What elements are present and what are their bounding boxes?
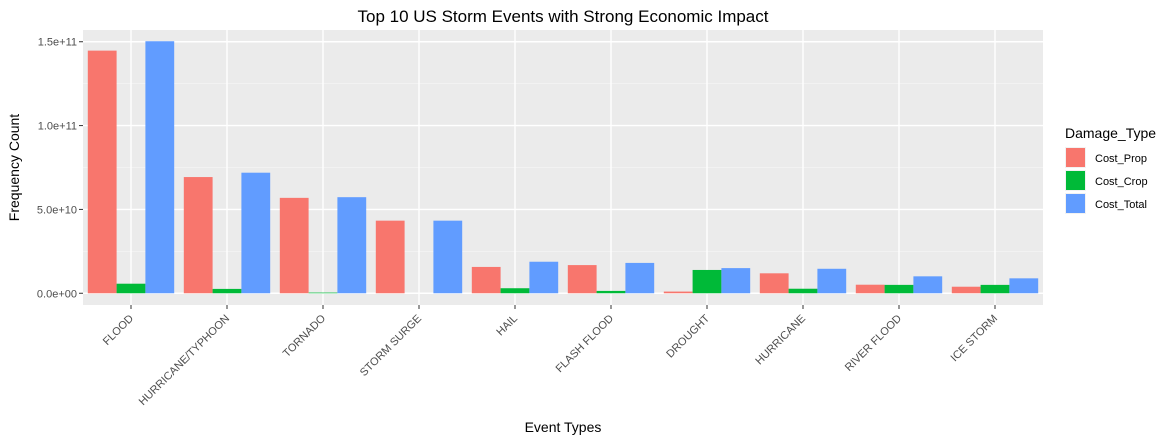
y-tick-label: 1.0e+11 <box>38 121 77 133</box>
x-tick-label: HURRICANE/TYPHOON <box>137 313 232 408</box>
bar-cost-prop <box>87 50 117 294</box>
x-tick-label: TORNADO <box>281 312 329 360</box>
bar-cost-total <box>721 268 751 294</box>
x-tick-label: FLOOD <box>101 313 136 348</box>
x-axis: FLOOD HURRICANE/TYPHOON TORNADO STORM SURGE… <box>101 305 1000 408</box>
legend-title: Damage_Type <box>1065 125 1156 141</box>
bar-cost-total <box>625 262 655 294</box>
bar-cost-total <box>241 172 271 294</box>
legend-label: Cost_Prop <box>1095 153 1147 165</box>
x-tick-label: HAIL <box>494 313 520 339</box>
bar-cost-prop <box>855 284 885 294</box>
chart-title: Top 10 US Storm Events with Strong Econo… <box>357 7 768 26</box>
bar-cost-crop <box>692 269 722 294</box>
y-tick-label: 0.0e+00 <box>37 288 77 300</box>
x-tick-label: HURRICANE <box>753 313 808 368</box>
bar-cost-total <box>337 197 367 294</box>
x-tick-label: FLASH FLOOD <box>554 313 617 376</box>
bar-cost-prop <box>183 177 213 294</box>
legend-swatch <box>1066 148 1085 167</box>
bar-cost-crop <box>980 284 1010 294</box>
bars <box>87 41 1039 294</box>
x-tick-label: ICE STORM <box>949 313 1001 365</box>
bar-cost-prop <box>951 286 981 294</box>
bar-cost-crop <box>308 292 338 294</box>
x-axis-title: Event Types <box>525 419 602 435</box>
bar-cost-crop <box>500 288 530 294</box>
bar-cost-prop <box>567 265 597 294</box>
bar-cost-total <box>817 268 847 294</box>
y-axis: 0.0e+00 5.0e+10 1.0e+11 1.5e+11 <box>37 37 83 300</box>
bar-cost-prop <box>663 291 693 294</box>
bar-cost-crop <box>116 283 146 294</box>
x-tick-label: RIVER FLOOD <box>843 313 904 374</box>
bar-cost-crop <box>788 288 818 294</box>
y-tick-label: 1.5e+11 <box>38 37 77 49</box>
bar-cost-prop <box>759 273 789 294</box>
legend: Damage_Type Cost_Prop Cost_Crop Cost_Total <box>1065 125 1156 214</box>
bar-cost-total <box>913 276 943 294</box>
bar-cost-total <box>433 220 463 294</box>
x-tick-label: STORM SURGE <box>358 313 424 379</box>
legend-label: Cost_Total <box>1095 199 1147 211</box>
y-axis-title: Frequency Count <box>6 114 22 222</box>
bar-cost-prop <box>471 266 501 294</box>
bar-cost-total <box>1009 278 1039 294</box>
bar-cost-prop <box>279 197 309 294</box>
bar-cost-crop <box>212 288 242 294</box>
legend-swatch <box>1066 171 1085 190</box>
bar-cost-prop <box>375 220 405 294</box>
bar-cost-crop <box>884 284 914 294</box>
legend-swatch <box>1066 194 1085 213</box>
x-tick-label: DROUGHT <box>664 312 712 360</box>
y-tick-label: 5.0e+10 <box>37 204 77 216</box>
bar-cost-crop <box>596 290 626 294</box>
legend-label: Cost_Crop <box>1095 176 1148 188</box>
bar-cost-total <box>529 261 559 294</box>
bar-cost-total <box>145 41 175 294</box>
